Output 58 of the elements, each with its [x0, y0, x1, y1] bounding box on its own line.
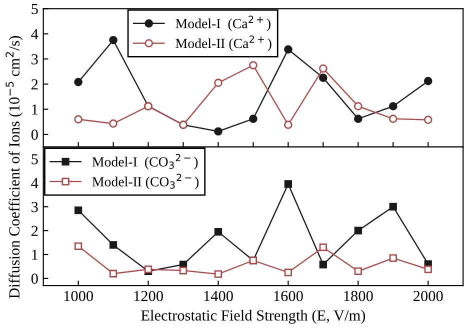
y-tick-label: 3 [32, 54, 38, 64]
y-tick-label: 0 [31, 130, 38, 140]
point [109, 36, 118, 44]
legend-label: Model-I (Ca$^{2+}$) [176, 16, 270, 32]
point [424, 76, 432, 86]
x-tick-label: 1400 [204, 290, 233, 302]
point [74, 78, 82, 86]
point [389, 202, 397, 211]
point [284, 120, 292, 130]
x-tick-label: 1600 [274, 290, 303, 302]
point [319, 74, 328, 82]
point [284, 45, 292, 54]
y-tick-label: 2 [31, 226, 38, 236]
point [388, 114, 398, 123]
y-tick-label: 0 [31, 274, 38, 284]
point [214, 270, 222, 278]
point [74, 242, 82, 250]
point [388, 102, 398, 110]
point [319, 260, 327, 268]
point [284, 180, 292, 188]
y-tick-label: 2 [31, 79, 38, 90]
point [214, 228, 222, 236]
point [319, 244, 327, 252]
point [74, 206, 82, 214]
point [354, 267, 362, 276]
point [249, 61, 258, 70]
point [354, 226, 362, 234]
y-tick-label: 4 [31, 29, 38, 40]
x-axis-title: Electrostatic Field Strength (E, V/m) [141, 310, 366, 324]
point [389, 254, 397, 262]
point [109, 241, 118, 249]
point [424, 116, 432, 124]
point [179, 266, 188, 274]
point [354, 102, 362, 110]
legend-label: Model-II (Ca$^{2+}$) [176, 35, 272, 51]
point [109, 119, 118, 128]
y-tick-label: 3 [32, 202, 38, 212]
point [109, 270, 118, 278]
point [74, 115, 82, 124]
point [214, 127, 222, 136]
legend-label: Model-II (CO$_{3}$$^{2−}$) [92, 174, 199, 190]
y-tick-label: 5 [32, 154, 38, 164]
point [424, 266, 432, 274]
y-axis-title: Diffusion Coefficient of Ions (10$^{−5}$ cm$^{2}$/s) [6, 36, 23, 298]
x-tick-label: 2000 [414, 290, 443, 302]
x-tick-label: 1000 [64, 290, 93, 302]
point [284, 268, 292, 276]
x-tick-label: 1800 [344, 290, 373, 302]
x-tick-label: 1200 [134, 290, 163, 302]
legend-label: Model-I (CO$_{3}$$^{2−}$) [92, 154, 198, 170]
y-tick-label: 5 [32, 4, 38, 14]
y-tick-label: 1 [32, 104, 38, 115]
y-tick-label: 1 [32, 250, 38, 260]
point [354, 114, 362, 123]
point [319, 64, 328, 73]
y-tick-label: 4 [31, 178, 38, 188]
point [249, 114, 258, 123]
point [214, 78, 222, 88]
